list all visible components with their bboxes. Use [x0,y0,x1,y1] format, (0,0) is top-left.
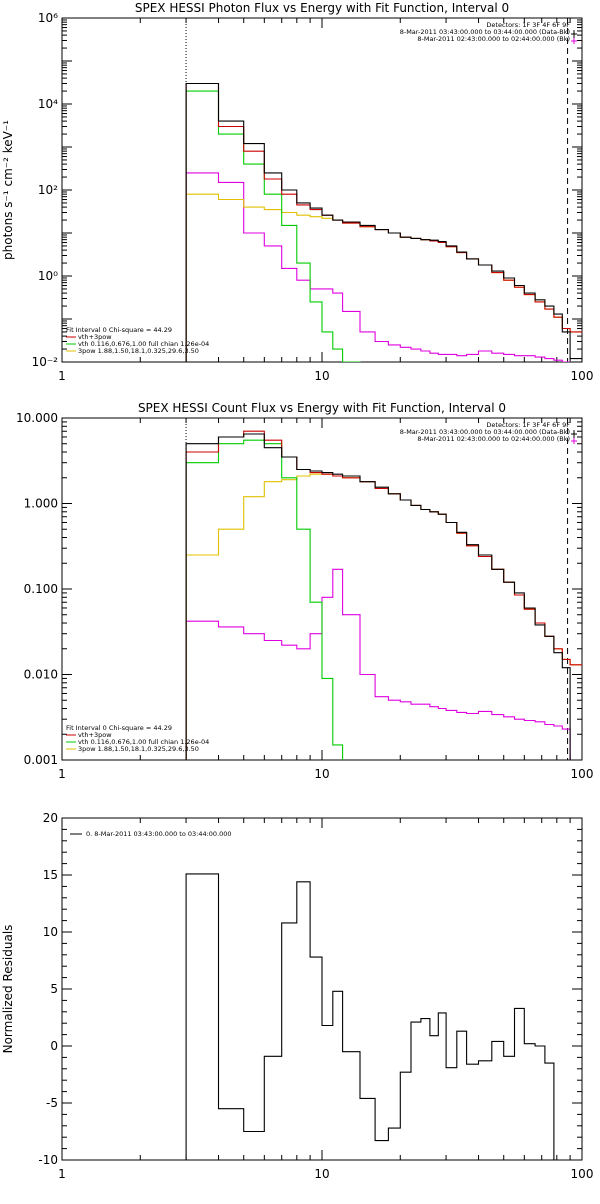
chart-title: SPEX HESSI Count Flux vs Energy with Fit… [138,401,506,415]
y-axis-label: photons s⁻¹ cm⁻² keV⁻¹ [1,120,15,260]
photon-flux-panel: SPEX HESSI Photon Flux vs Energy with Fi… [1,1,593,383]
header-line: Detectors: 1F 3F 4F 6F 9F [486,421,570,429]
legend-entry: Fit Interval 0 Chi-square = 44.29 [66,326,172,334]
series-data-line [185,433,582,760]
legend-entry: vth+3pow [78,333,112,341]
legend-entry: Fit Interval 0 Chi-square = 44.29 [66,724,172,732]
y-tick-label: -10 [38,1153,58,1167]
series-thermal-line [185,90,361,362]
x-tick-label: 100 [571,1167,594,1181]
y-tick-label: 5 [50,982,58,996]
legend-entry: 0. 8-Mar-2011 03:43:00.000 to 03:44:00.0… [86,830,232,838]
y-tick-label: 10⁰ [38,269,58,283]
series-total-line [185,430,582,760]
header-line: 8-Mar-2011 02:43:00.000 to 02:44:00.000 … [417,35,570,43]
x-tick-label: 100 [571,369,594,383]
y-tick-label: 10⁴ [38,97,58,111]
series-powerlaw-line [185,473,582,760]
header-line: 8-Mar-2011 02:43:00.000 to 02:44:00.000 … [417,435,570,443]
series-thermal-line [185,439,344,760]
header-line: Detectors: 1F 3F 4F 6F 9F [486,21,570,29]
residuals-panel: 1 10 100 -10 -5 0 5 10 15 20 Normalized Residuals 0… [1,811,593,1181]
y-tick-label: 15 [43,868,58,882]
y-tick-label: 10.000 [16,411,58,425]
series-nonthermal-line [185,568,571,760]
header-line: 8-Mar-2011 03:43:00.000 to 03:44:00.000 … [400,428,570,436]
plot-series [185,430,582,760]
x-tick-label: 100 [571,767,594,781]
chart-title: SPEX HESSI Photon Flux vs Energy with Fi… [135,1,509,15]
y-tick-label: 0.001 [24,753,58,767]
series-total-line [185,82,582,362]
series-powerlaw-line [185,193,582,362]
plot-series [185,82,582,362]
y-tick-label: 10⁻² [32,355,59,369]
x-tick-label: 1 [58,1167,66,1181]
y-tick-label: 10² [38,183,58,197]
legend-entry: vth 0.116,0.676,1.00 full chian 1.26e-04 [78,738,209,746]
plot-frame [61,417,583,761]
y-tick-label: 10 [43,925,58,939]
y-tick-label: -5 [46,1096,58,1110]
y-tick-label: 20 [43,811,58,825]
y-tick-label: 0.100 [24,582,58,596]
x-tick-label: 1 [58,369,66,383]
y-axis-label: Normalized Residuals [1,925,15,1054]
legend-entry: 3pow 1.88,1.50,18.1,0.325,29.6,3.50 [78,347,199,355]
y-tick-label: 0.010 [24,668,58,682]
legend-entry: 3pow 1.88,1.50,18.1,0.325,29.6,3.50 [78,745,199,753]
legend-entry: vth 0.116,0.676,1.00 full chian 1.26e-04 [78,340,209,348]
x-tick-label: 10 [314,767,329,781]
header-line: 8-Mar-2011 03:43:00.000 to 03:44:00.000 … [400,28,570,36]
y-tick-label: 0 [50,1039,58,1053]
y-tick-label: 1.000 [24,497,58,511]
x-tick-label: 10 [314,369,329,383]
series-data-line [185,873,571,1160]
count-flux-panel: SPEX HESSI Count Flux vs Energy with Fit… [16,401,593,781]
y-tick-label: 10⁶ [38,11,58,25]
series-nonthermal-line [185,172,571,362]
x-tick-label: 10 [314,1167,329,1181]
plot-series [185,873,571,1160]
legend-entry: vth+3pow [78,731,112,739]
x-tick-label: 1 [58,767,66,781]
series-data-line [185,82,582,362]
